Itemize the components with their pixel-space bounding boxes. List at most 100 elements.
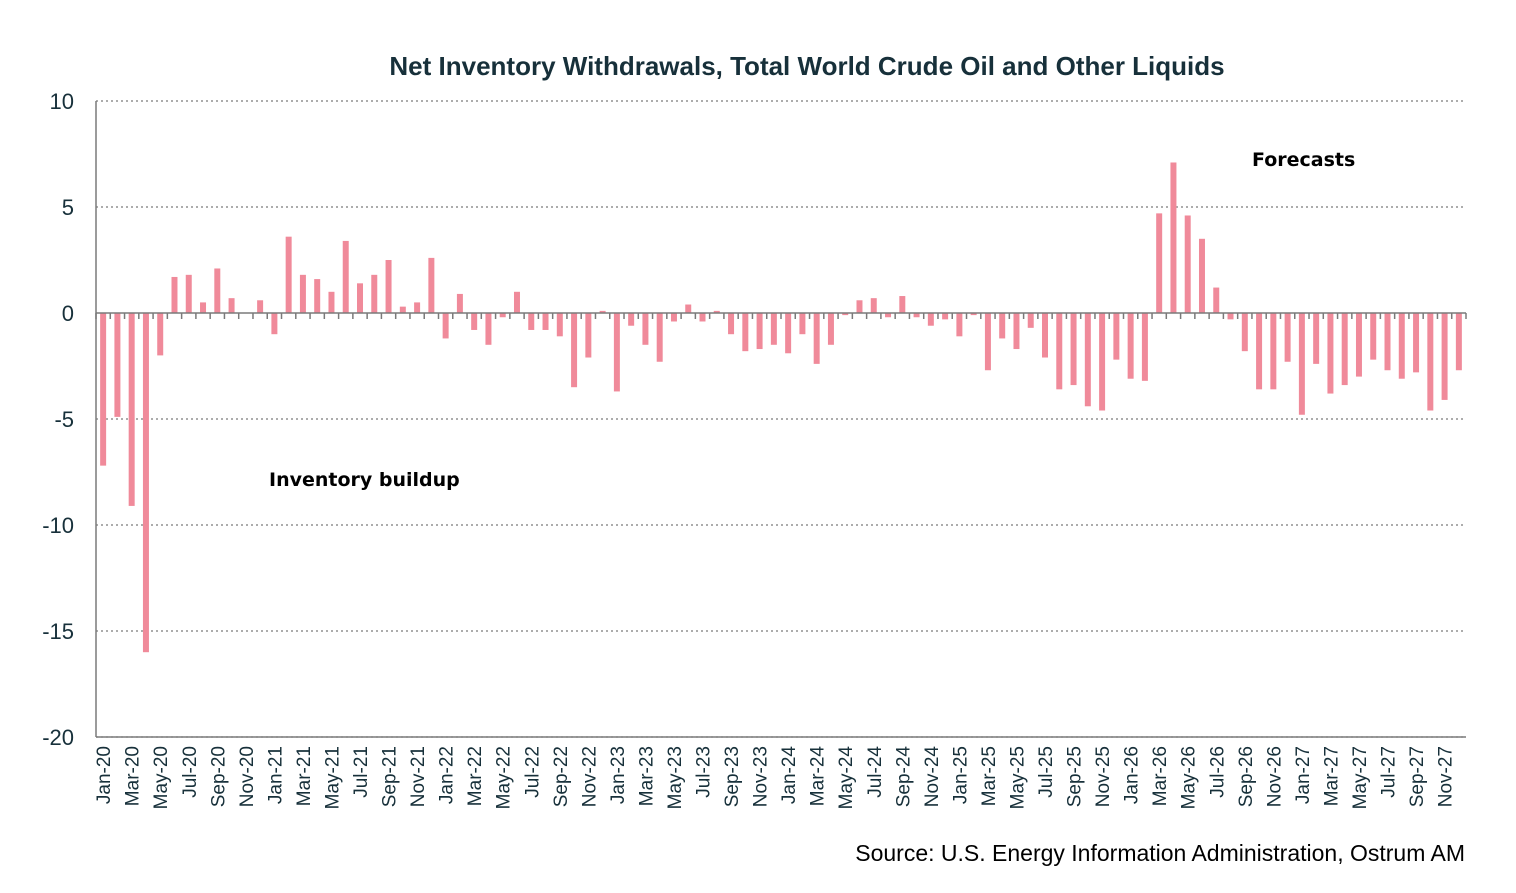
bar-Jan-24 <box>785 313 792 354</box>
x-tick-label: May-24 <box>836 746 857 810</box>
bar-Jul-23 <box>699 313 706 322</box>
x-tick-labels: Jan-20 Mar-20 May-20 Jul-20 Sep-20 Nov-20 Jan-… <box>94 746 1456 810</box>
bar-Feb-21 <box>285 236 292 313</box>
forecasts-annotation: Forecasts <box>1252 149 1355 171</box>
x-tick-label: Mar-24 <box>808 746 829 807</box>
x-tick-label: Mar-21 <box>294 746 315 806</box>
x-tick-label: Sep-22 <box>551 746 572 807</box>
x-tick-label: May-21 <box>322 746 343 809</box>
y-tick-label: -20 <box>42 725 74 750</box>
bar-Aug-23 <box>713 310 720 313</box>
bar-Jul-24 <box>870 298 877 313</box>
bar-Jun-26 <box>1198 238 1205 313</box>
bar-Nov-22 <box>585 313 592 358</box>
bar-Nov-25 <box>1099 313 1106 411</box>
bar-Dec-27 <box>1455 313 1462 371</box>
bar-Dec-23 <box>770 313 777 345</box>
x-tick-label: Jan-20 <box>94 746 115 804</box>
x-tick-label: Sep-20 <box>208 746 229 807</box>
bar-May-27 <box>1355 313 1362 377</box>
chart-title: Net Inventory Withdrawals, Total World C… <box>389 51 1224 81</box>
bar-Oct-21 <box>399 306 406 313</box>
bar-Sep-26 <box>1241 313 1248 352</box>
bar-Jan-22 <box>442 313 449 339</box>
x-tick-label: Jan-21 <box>265 746 286 804</box>
x-tick-label: Mar-20 <box>123 746 144 806</box>
bars <box>100 162 1462 653</box>
bar-Sep-24 <box>899 296 906 313</box>
bar-Dec-25 <box>1113 313 1120 360</box>
bar-Oct-20 <box>228 298 235 313</box>
bar-Nov-23 <box>756 313 763 350</box>
bar-Mar-26 <box>1156 213 1163 313</box>
bar-Aug-27 <box>1398 313 1405 379</box>
x-tick-label: Nov-23 <box>751 746 772 807</box>
bar-Apr-20 <box>142 313 149 653</box>
bar-Sep-20 <box>214 268 221 313</box>
x-tick-label: Sep-27 <box>1407 746 1428 807</box>
x-tick-label: Nov-22 <box>579 746 600 807</box>
x-tick-label: May-23 <box>665 746 686 809</box>
x-tick-label: Jan-25 <box>950 746 971 804</box>
bar-Sep-27 <box>1413 313 1420 373</box>
bar-Apr-21 <box>314 279 321 313</box>
bar-Aug-20 <box>200 302 207 313</box>
bar-Feb-23 <box>628 313 635 326</box>
bar-Mar-27 <box>1327 313 1334 394</box>
bar-Mar-22 <box>471 313 478 330</box>
bar-Feb-22 <box>456 293 463 313</box>
bar-May-22 <box>499 313 506 318</box>
bar-Jun-27 <box>1370 313 1377 360</box>
x-tick-label: Jul-23 <box>694 746 715 798</box>
bar-Apr-26 <box>1170 162 1177 313</box>
x-tick-label: May-26 <box>1179 746 1200 809</box>
bar-May-24 <box>842 313 849 316</box>
bar-Nov-24 <box>927 313 934 326</box>
bar-Nov-26 <box>1270 313 1277 390</box>
x-tick-label: Sep-21 <box>380 746 401 807</box>
bar-Jun-25 <box>1027 313 1034 328</box>
bar-Apr-27 <box>1341 313 1348 386</box>
x-tick-label: Mar-26 <box>1150 746 1171 806</box>
x-tick-label: Nov-26 <box>1264 746 1285 807</box>
bar-Jun-21 <box>342 240 349 313</box>
y-tick-labels: 10 5 0 -5 -10 -15 -20 <box>42 89 74 750</box>
bar-Jan-25 <box>956 313 963 337</box>
x-tick-label: May-25 <box>1007 746 1028 809</box>
bar-May-21 <box>328 291 335 313</box>
x-tick-label: Nov-27 <box>1436 746 1457 807</box>
bar-Oct-27 <box>1427 313 1434 411</box>
bar-Feb-26 <box>1141 313 1148 381</box>
x-tick-label: Mar-27 <box>1321 746 1342 806</box>
bar-May-23 <box>670 313 677 322</box>
y-tick-label: -15 <box>42 619 74 644</box>
bar-Oct-23 <box>742 313 749 352</box>
x-tick-label: Jul-26 <box>1207 746 1228 798</box>
bar-Jul-26 <box>1213 287 1220 313</box>
bar-Jan-27 <box>1298 313 1305 415</box>
bar-Aug-25 <box>1056 313 1063 390</box>
bar-Sep-23 <box>728 313 735 335</box>
bar-Apr-22 <box>485 313 492 345</box>
inventory-buildup-annotation: Inventory buildup <box>269 469 460 491</box>
bar-Jul-22 <box>528 313 535 330</box>
x-tick-label: Jul-27 <box>1379 746 1400 798</box>
x-tick-label: May-27 <box>1350 746 1371 809</box>
bar-Dec-24 <box>942 313 949 320</box>
bar-Jan-23 <box>613 313 620 392</box>
bar-Aug-22 <box>542 313 549 330</box>
bar-Dec-21 <box>428 257 435 313</box>
bar-Aug-26 <box>1227 313 1234 320</box>
bar-Mar-24 <box>813 313 820 364</box>
bar-Sep-21 <box>385 260 392 313</box>
bar-Jun-20 <box>171 276 178 313</box>
x-tick-label: Mar-23 <box>636 746 657 806</box>
bar-Dec-20 <box>257 300 264 313</box>
bar-May-26 <box>1184 215 1191 313</box>
bar-Oct-25 <box>1084 313 1091 407</box>
x-tick-label: Sep-25 <box>1065 746 1086 807</box>
bar-Jul-21 <box>357 283 363 313</box>
x-tick-label: Sep-24 <box>893 746 914 808</box>
x-tick-label: Jan-22 <box>437 746 458 804</box>
